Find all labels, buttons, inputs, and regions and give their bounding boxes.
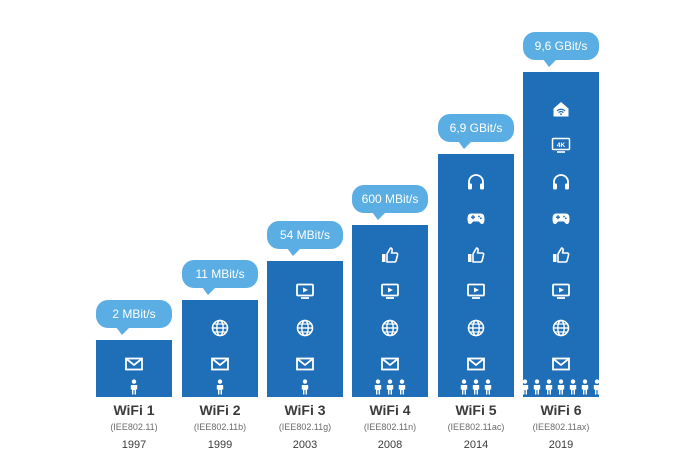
release-year: 2008 (377, 439, 403, 451)
speed-bubble: 54 MBit/s (267, 221, 343, 256)
release-year: 1997 (121, 439, 147, 451)
headphones-icon (466, 172, 486, 192)
generation-label: WiFi 3 (IEE802.11g) 2003 (265, 402, 345, 452)
speed-bar (96, 340, 172, 397)
person-icon (397, 379, 407, 395)
mail-icon (124, 354, 144, 374)
person-icon (592, 379, 602, 395)
headphones-icon (551, 172, 571, 192)
person-icon (544, 379, 554, 395)
user-count (352, 379, 428, 395)
generation-label: WiFi 1 (IEE802.11) 1997 (94, 402, 174, 452)
person-icon (483, 379, 493, 395)
person-icon (580, 379, 590, 395)
person-icon (520, 379, 530, 395)
generation-name: WiFi 4 (369, 402, 411, 418)
person-icon (532, 379, 542, 395)
release-year: 1999 (207, 439, 233, 451)
generation-label: WiFi 6 (IEE802.11ax) 2019 (521, 402, 601, 452)
generation-column-2: 11 MBit/s (182, 260, 258, 397)
standard-name: (IEE802.11ax) (532, 422, 590, 432)
standard-name: (IEE802.11g) (278, 422, 332, 432)
release-year: 2014 (463, 439, 489, 451)
video-icon (466, 281, 486, 301)
generation-column-6: 4K 9,6 GBit/s (520, 32, 602, 397)
mail-icon (380, 354, 400, 374)
person-icon (471, 379, 481, 395)
globe-icon (380, 318, 400, 338)
user-count (520, 379, 602, 395)
person-icon (385, 379, 395, 395)
person-icon (459, 379, 469, 395)
gamepad-icon (466, 208, 486, 228)
speed-bar (267, 261, 343, 397)
gamepad-icon (551, 208, 571, 228)
speed-bubble: 2 MBit/s (96, 300, 172, 335)
globe-icon (466, 318, 486, 338)
globe-icon (210, 318, 230, 338)
thumbs-up-icon (551, 245, 571, 265)
generation-name: WiFi 2 (199, 402, 241, 418)
user-count (96, 379, 172, 395)
person-icon (215, 379, 225, 395)
standard-name: (IEE802.11ac) (447, 422, 505, 432)
release-year: 2003 (292, 439, 318, 451)
mail-icon (551, 354, 571, 374)
thumbs-up-icon (466, 245, 486, 265)
standard-name: (IEE802.11b) (193, 422, 247, 432)
speed-bar (182, 300, 258, 397)
speed-bubble: 11 MBit/s (182, 260, 258, 295)
generation-name: WiFi 1 (113, 402, 155, 418)
speed-bubble: 6,9 GBit/s (438, 114, 514, 149)
user-count (267, 379, 343, 395)
generation-name: WiFi 5 (455, 402, 497, 418)
mail-icon (466, 354, 486, 374)
generation-column-1: 2 MBit/s (96, 300, 172, 397)
video-icon (295, 281, 315, 301)
user-count (182, 379, 258, 395)
generation-column-3: 54 MBit/s (267, 221, 343, 397)
standard-name: (IEE802.11n) (363, 422, 417, 432)
generation-label: WiFi 4 (IEE802.11n) 2008 (350, 402, 430, 452)
person-icon (373, 379, 383, 395)
svg-text:4K: 4K (557, 142, 566, 149)
generation-name: WiFi 6 (540, 402, 582, 418)
video-icon (551, 281, 571, 301)
person-icon (300, 379, 310, 395)
person-icon (568, 379, 578, 395)
generation-label: WiFi 5 (IEE802.11ac) 2014 (436, 402, 516, 452)
mail-icon (210, 354, 230, 374)
smart-home-icon (551, 99, 571, 119)
thumbs-up-icon (380, 245, 400, 265)
standard-name: (IEE802.11) (110, 422, 158, 432)
video-icon (380, 281, 400, 301)
4k-tv-icon: 4K (551, 135, 571, 155)
person-icon (556, 379, 566, 395)
globe-icon (551, 318, 571, 338)
generation-column-5: 6,9 GBit/s (438, 114, 514, 397)
generation-column-4: 600 MBit/s (352, 185, 428, 397)
speed-bar (352, 225, 428, 397)
generation-label: WiFi 2 (IEE802.11b) 1999 (180, 402, 260, 452)
release-year: 2019 (548, 439, 574, 451)
speed-bubble: 9,6 GBit/s (523, 32, 599, 67)
person-icon (129, 379, 139, 395)
generation-name: WiFi 3 (284, 402, 326, 418)
user-count (438, 379, 514, 395)
mail-icon (295, 354, 315, 374)
speed-bar (438, 154, 514, 397)
speed-bubble: 600 MBit/s (352, 185, 428, 220)
speed-bar: 4K (520, 72, 602, 397)
globe-icon (295, 318, 315, 338)
